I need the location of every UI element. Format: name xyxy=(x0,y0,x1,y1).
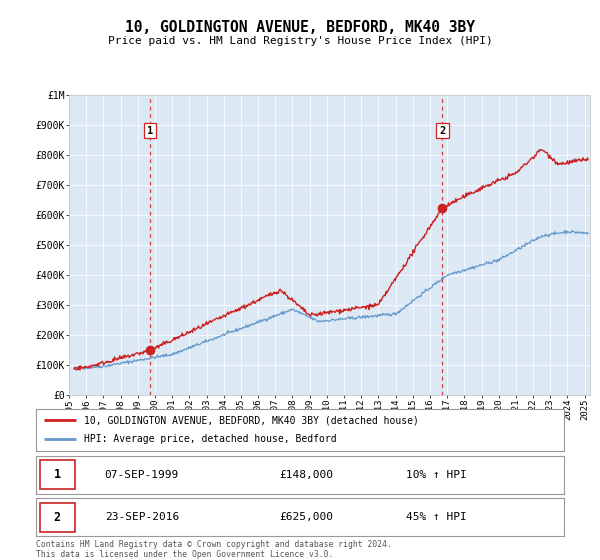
FancyBboxPatch shape xyxy=(40,460,74,489)
Text: £148,000: £148,000 xyxy=(279,470,333,480)
Text: 1: 1 xyxy=(53,468,61,482)
Text: 1: 1 xyxy=(147,125,153,136)
Text: 10% ↑ HPI: 10% ↑ HPI xyxy=(406,470,466,480)
Text: HPI: Average price, detached house, Bedford: HPI: Average price, detached house, Bedf… xyxy=(83,435,336,445)
Text: Price paid vs. HM Land Registry's House Price Index (HPI): Price paid vs. HM Land Registry's House … xyxy=(107,36,493,46)
Text: 07-SEP-1999: 07-SEP-1999 xyxy=(104,470,179,480)
Text: 2: 2 xyxy=(439,125,446,136)
Text: £625,000: £625,000 xyxy=(279,512,333,522)
FancyBboxPatch shape xyxy=(40,503,74,532)
Text: 10, GOLDINGTON AVENUE, BEDFORD, MK40 3BY (detached house): 10, GOLDINGTON AVENUE, BEDFORD, MK40 3BY… xyxy=(83,415,418,425)
Text: 10, GOLDINGTON AVENUE, BEDFORD, MK40 3BY: 10, GOLDINGTON AVENUE, BEDFORD, MK40 3BY xyxy=(125,20,475,35)
Text: 2: 2 xyxy=(53,511,61,524)
Text: 45% ↑ HPI: 45% ↑ HPI xyxy=(406,512,466,522)
Text: 23-SEP-2016: 23-SEP-2016 xyxy=(104,512,179,522)
Text: Contains HM Land Registry data © Crown copyright and database right 2024.
This d: Contains HM Land Registry data © Crown c… xyxy=(36,540,392,559)
